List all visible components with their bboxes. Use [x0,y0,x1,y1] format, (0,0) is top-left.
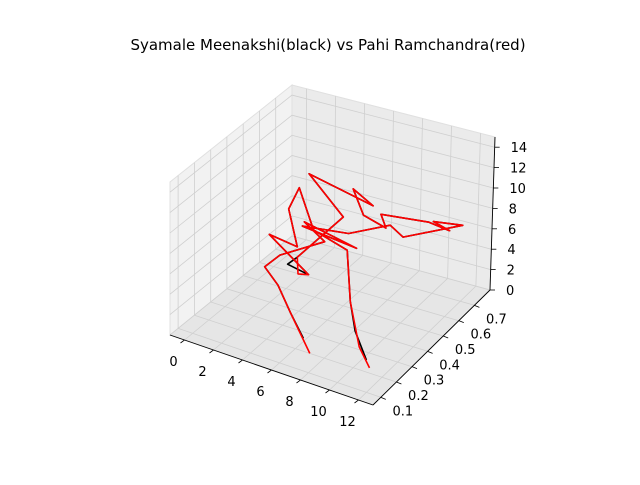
z-tick-label: 4 [507,243,515,258]
y-tick [474,304,480,308]
z-gridline [169,235,491,336]
y-tick-label: 0.3 [424,374,445,389]
series-line-pahi-ramchandra [263,173,464,369]
z-tick-label: 14 [511,141,528,156]
x-tick [354,399,359,404]
x-tick-label: 6 [256,385,264,400]
z-tick-label: 12 [510,162,527,177]
z-gridline [169,94,495,193]
z-gridline [169,114,495,213]
y-tick [458,320,464,324]
z-gridline [169,195,492,295]
x-tick [180,339,185,344]
x-tick [238,359,243,364]
x-tick [267,369,272,374]
z-gridline [169,155,493,254]
x-tick-label: 8 [285,395,293,410]
y-tick-label: 0.6 [470,328,491,343]
x-tick [209,349,214,354]
y-axis-line [372,289,491,406]
y-tick [411,366,418,370]
x-tick [296,379,301,384]
chart-title: Syamale Meenakshi(black) vs Pahi Ramchan… [130,36,525,54]
z-tick-label: 2 [507,264,515,279]
y-tick [443,335,449,339]
y-tick [396,381,402,385]
y-tick-label: 0.4 [439,358,460,373]
x-tick [325,389,330,394]
x-tick-label: 0 [169,355,177,370]
y-tick [427,350,433,354]
z-tick-label: 0 [506,284,514,299]
y-tick-label: 0.1 [392,404,413,419]
x-tick-label: 2 [198,365,206,380]
chart-ticks: 0 2 4 6 8 10 12 0.10.20.30.40.50.60.7 0 2 4 6 8 10 12 1… [169,141,527,430]
z-gridline [169,175,493,275]
y-tick-label: 0.2 [408,389,429,404]
chart-grid [169,88,495,401]
z-tick-label: 10 [509,182,526,197]
z-gridline [169,215,491,315]
y-tick-label: 0.7 [486,312,507,327]
chart-panes [168,83,496,406]
x-tick-label: 10 [310,405,327,420]
x-tick-label: 4 [227,375,235,390]
z-gridline [169,134,494,234]
z-axis-line [489,136,496,291]
z-tick-label: 8 [509,202,517,217]
y-tick-label: 0.5 [455,343,476,358]
x-tick-label: 12 [339,415,356,430]
z-tick-label: 6 [508,223,516,238]
chart-series [263,173,464,369]
y-tick [380,396,386,400]
